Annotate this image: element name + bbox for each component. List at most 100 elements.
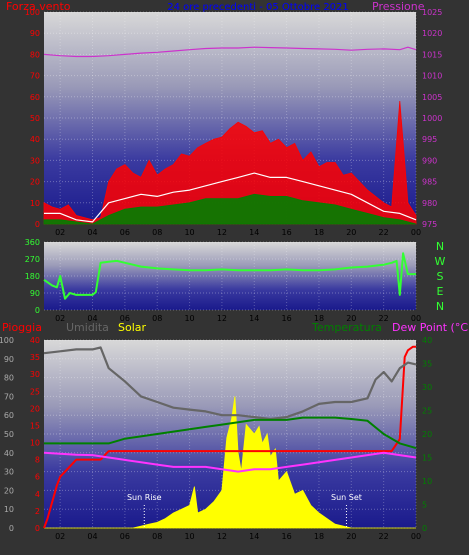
humidity-tick-label: 90 bbox=[4, 355, 14, 364]
y2-tick-label: 980 bbox=[422, 199, 437, 208]
x-tick-label: 18 bbox=[314, 532, 324, 541]
y-tick-label: 180 bbox=[25, 272, 40, 281]
direction-letters: N W S E N bbox=[435, 240, 446, 313]
series-avg-line bbox=[44, 172, 417, 223]
temperature-tick-label: 15 bbox=[422, 454, 432, 463]
annotation-label: Sun Rise bbox=[127, 493, 162, 502]
x-tick-label: 02 bbox=[55, 532, 65, 541]
y-tick-label: 60 bbox=[30, 93, 40, 102]
x-tick-label: 12 bbox=[217, 228, 227, 237]
humidity-axis-title: Umidita bbox=[66, 321, 109, 334]
x-tick-label: 10 bbox=[184, 228, 194, 237]
humidity-tick-label: 50 bbox=[4, 430, 14, 439]
temperature-tick-label: 20 bbox=[422, 430, 432, 439]
y2-tick-label: 1020 bbox=[422, 29, 442, 38]
grid-layer bbox=[44, 11, 417, 529]
rain-tick-label: 25 bbox=[30, 387, 40, 396]
x-tick-label: 22 bbox=[379, 314, 389, 323]
temperature-tick-label: 5 bbox=[422, 501, 427, 510]
series-humidity-line bbox=[43, 346, 417, 421]
y-tick-label: 270 bbox=[25, 255, 40, 264]
y-tick-label: 90 bbox=[30, 289, 40, 298]
y-tick-label: 90 bbox=[30, 29, 40, 38]
x-tick-label: 12 bbox=[217, 532, 227, 541]
x-tick-label: 00 bbox=[411, 228, 421, 237]
direction-letter-w: W bbox=[435, 255, 446, 268]
humidity-tick-label: 60 bbox=[4, 411, 14, 420]
x-tick-label: 16 bbox=[282, 228, 292, 237]
rain-tick-label: 10 bbox=[30, 439, 40, 448]
y-tick-label: 20 bbox=[30, 178, 40, 187]
humidity-tick-label: 0 bbox=[9, 524, 14, 533]
humidity-tick-label: 40 bbox=[4, 449, 14, 458]
x-tick-label: 04 bbox=[87, 532, 97, 541]
rain-axis-title: Pioggia bbox=[2, 321, 42, 334]
series-direction-line bbox=[43, 252, 416, 300]
series-temperature-line bbox=[44, 416, 417, 450]
y-tick-label: 80 bbox=[30, 50, 40, 59]
direction-letter-s: S bbox=[437, 270, 444, 283]
y2-tick-label: 1025 bbox=[422, 8, 442, 17]
y-tick-label: 100 bbox=[25, 8, 40, 17]
rain-tick-label: 2 bbox=[35, 507, 40, 516]
rain-tick-label: 15 bbox=[30, 421, 40, 430]
series-rain-line bbox=[43, 345, 416, 529]
x-tick-label: 06 bbox=[120, 532, 130, 541]
x-tick-label: 06 bbox=[120, 314, 130, 323]
direction-letter-e: E bbox=[437, 285, 444, 298]
x-tick-label: 22 bbox=[379, 228, 389, 237]
humidity-tick-label: 100 bbox=[0, 336, 14, 345]
x-tick-label: 18 bbox=[314, 314, 324, 323]
rain-tick-label: 40 bbox=[30, 336, 40, 345]
x-tick-label: 14 bbox=[249, 532, 259, 541]
x-tick-label: 16 bbox=[282, 532, 292, 541]
wind-axis-title: Forza vento bbox=[6, 0, 71, 13]
direction-panel-area bbox=[44, 242, 416, 310]
x-tick-label: 02 bbox=[55, 228, 65, 237]
rain-tick-label: 35 bbox=[30, 353, 40, 362]
humidity-tick-label: 30 bbox=[4, 468, 14, 477]
rain-tick-label: 20 bbox=[30, 404, 40, 413]
rain-tick-label: 8 bbox=[35, 456, 40, 465]
y2-tick-label: 1005 bbox=[422, 93, 442, 102]
humidity-tick-label: 20 bbox=[4, 486, 14, 495]
y2-tick-label: 975 bbox=[422, 220, 437, 229]
pressure-axis-title: Pressione bbox=[372, 0, 425, 13]
x-tick-label: 16 bbox=[282, 314, 292, 323]
x-tick-label: 04 bbox=[87, 228, 97, 237]
y2-tick-label: 995 bbox=[422, 135, 437, 144]
temperature-tick-label: 10 bbox=[422, 477, 432, 486]
temperature-tick-label: 40 bbox=[422, 336, 432, 345]
x-tick-label: 10 bbox=[184, 314, 194, 323]
y2-tick-label: 1010 bbox=[422, 72, 442, 81]
y-tick-label: 360 bbox=[25, 238, 40, 247]
x-tick-label: 04 bbox=[87, 314, 97, 323]
x-tick-label: 20 bbox=[346, 228, 356, 237]
humidity-tick-label: 70 bbox=[4, 392, 14, 401]
x-tick-label: 06 bbox=[120, 228, 130, 237]
x-tick-label: 14 bbox=[249, 228, 259, 237]
y-tick-label: 0 bbox=[35, 220, 40, 229]
chart-title: 24 ore precedenti - 05 Ottobre 2021 bbox=[167, 2, 349, 13]
rain-tick-label: 6 bbox=[35, 473, 40, 482]
y-tick-label: 30 bbox=[30, 156, 40, 165]
x-tick-label: 18 bbox=[314, 228, 324, 237]
x-tick-label: 10 bbox=[184, 532, 194, 541]
rain-tick-label: 30 bbox=[30, 370, 40, 379]
series-dewpoint-line bbox=[43, 451, 417, 473]
x-tick-label: 20 bbox=[346, 314, 356, 323]
solar-axis-title: Solar bbox=[118, 321, 147, 334]
y2-tick-label: 990 bbox=[422, 156, 437, 165]
series-layer bbox=[43, 46, 417, 529]
humidity-tick-label: 10 bbox=[4, 505, 14, 514]
y-tick-label: 0 bbox=[35, 306, 40, 315]
x-tick-label: 20 bbox=[346, 532, 356, 541]
y-tick-label: 40 bbox=[30, 135, 40, 144]
x-tick-label: 00 bbox=[411, 314, 421, 323]
series-pressure-line bbox=[43, 46, 417, 58]
series-min-area bbox=[43, 193, 417, 225]
humidity-tick-label: 80 bbox=[4, 374, 14, 383]
dewpoint-axis-title: Dew Point (°C) bbox=[392, 321, 469, 334]
y2-tick-label: 1015 bbox=[422, 50, 442, 59]
